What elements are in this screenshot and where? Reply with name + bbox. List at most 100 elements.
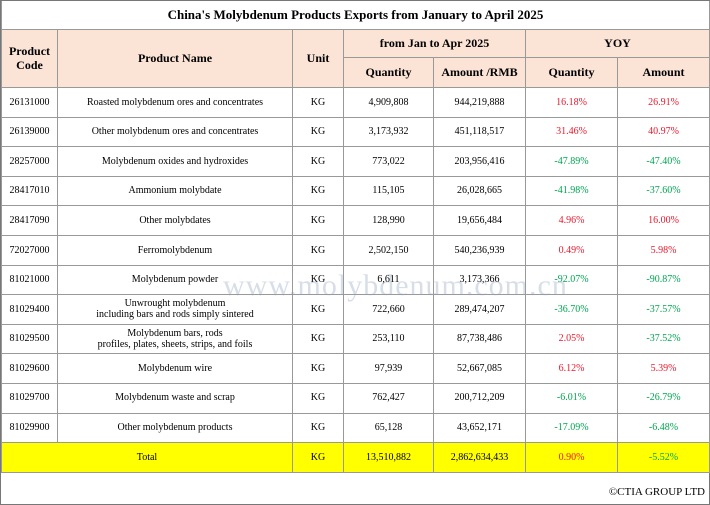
cell: 16.18% xyxy=(525,87,618,118)
cell: Other molybdenum products xyxy=(57,412,293,444)
cell: KG xyxy=(292,205,344,236)
cell: KG xyxy=(292,264,344,296)
cell: 944,219,888 xyxy=(433,87,526,118)
cell: 97,939 xyxy=(343,353,434,384)
cell: Molybdenum wire xyxy=(57,353,293,384)
cell: 451,118,517 xyxy=(433,116,526,148)
cell: 31.46% xyxy=(525,116,618,148)
data-row: 28417010 Ammonium molybdate KG 115,105 26,02… xyxy=(1,175,710,207)
cell: 72027000 xyxy=(1,234,58,266)
cell: 2.05% xyxy=(525,323,618,355)
cell: -36.70% xyxy=(525,294,618,325)
cell: KG xyxy=(292,412,344,444)
cell: 28417010 xyxy=(1,175,58,207)
cell: 6,611 xyxy=(343,264,434,296)
total-row: Total KG 13,510,882 2,862,634,433 0.90% -5.52… xyxy=(1,442,710,474)
cell: Molybdenum waste and scrap xyxy=(57,382,293,414)
cell: -92.07% xyxy=(525,264,618,296)
cell: Molybdenum powder xyxy=(57,264,293,296)
cell: 200,712,209 xyxy=(433,382,526,414)
total-cell: KG xyxy=(292,442,344,474)
exports-table: China's Molybdenum Products Exports from… xyxy=(1,1,710,474)
cell: 40.97% xyxy=(617,116,710,148)
table-body: China's Molybdenum Products Exports from… xyxy=(1,1,710,474)
cell: KG xyxy=(292,87,344,118)
header-cell: Product Name xyxy=(57,29,293,88)
cell: 5.39% xyxy=(617,353,710,384)
total-cell: 13,510,882 xyxy=(343,442,434,474)
cell: -6.01% xyxy=(525,382,618,414)
cell: 722,660 xyxy=(343,294,434,325)
cell: 0.49% xyxy=(525,234,618,266)
cell: 3,173,366 xyxy=(433,264,526,296)
data-row: 28257000 Molybdenum oxides and hydroxides… xyxy=(1,146,710,177)
cell: KG xyxy=(292,175,344,207)
cell: KG xyxy=(292,382,344,414)
cell: Roasted molybdenum ores and concentrates xyxy=(57,87,293,118)
cell: Ammonium molybdate xyxy=(57,175,293,207)
data-row: 28417090 Other molybdates KG 128,990 19,656,… xyxy=(1,205,710,236)
cell: 128,990 xyxy=(343,205,434,236)
data-row: 26139000 Other molybdenum ores and concen… xyxy=(1,116,710,148)
cell: -6.48% xyxy=(617,412,710,444)
cell: -41.98% xyxy=(525,175,618,207)
cell: 81029400 xyxy=(1,294,58,325)
header-cell: Product Code xyxy=(1,29,58,88)
cell: KG xyxy=(292,323,344,355)
cell: 2,502,150 xyxy=(343,234,434,266)
header-cell: Unit xyxy=(292,29,344,88)
cell: 28417090 xyxy=(1,205,58,236)
cell: 16.00% xyxy=(617,205,710,236)
cell: -47.89% xyxy=(525,146,618,177)
footer: ©CTIA GROUP LTD xyxy=(608,486,705,498)
cell: -37.60% xyxy=(617,175,710,207)
total-cell: 2,862,634,433 xyxy=(433,442,526,474)
cell: Ferromolybdenum xyxy=(57,234,293,266)
data-row: 26131000 Roasted molybdenum ores and conc… xyxy=(1,87,710,118)
total-cell: -5.52% xyxy=(617,442,710,474)
cell: 87,738,486 xyxy=(433,323,526,355)
cell: 81021000 xyxy=(1,264,58,296)
cell: -26.79% xyxy=(617,382,710,414)
cell: Molybdenum oxides and hydroxides xyxy=(57,146,293,177)
cell: 773,022 xyxy=(343,146,434,177)
cell: -37.52% xyxy=(617,323,710,355)
title-row: China's Molybdenum Products Exports from… xyxy=(1,1,710,30)
cell: 52,667,085 xyxy=(433,353,526,384)
total-cell: 0.90% xyxy=(525,442,618,474)
cell: 26,028,665 xyxy=(433,175,526,207)
header-cell: Quantity xyxy=(525,57,618,88)
cell: -47.40% xyxy=(617,146,710,177)
cell: 81029500 xyxy=(1,323,58,355)
header-cell: Quantity xyxy=(343,57,434,88)
cell: KG xyxy=(292,146,344,177)
cell: KG xyxy=(292,294,344,325)
cell: 762,427 xyxy=(343,382,434,414)
cell: 4.96% xyxy=(525,205,618,236)
data-row: 81021000 Molybdenum powder KG 6,611 3,173,36… xyxy=(1,264,710,296)
cell: Unwrought molybdenum including bars and … xyxy=(57,294,293,325)
cell: 19,656,484 xyxy=(433,205,526,236)
cell: -37.57% xyxy=(617,294,710,325)
header-cell: from Jan to Apr 2025 xyxy=(343,29,526,58)
cell: -90.87% xyxy=(617,264,710,296)
title: China's Molybdenum Products Exports from… xyxy=(1,1,710,30)
data-row: 81029700 Molybdenum waste and scrap KG 762,… xyxy=(1,382,710,414)
cell: 540,236,939 xyxy=(433,234,526,266)
cell: 289,474,207 xyxy=(433,294,526,325)
data-row: 72027000 Ferromolybdenum KG 2,502,150 540,23… xyxy=(1,234,710,266)
cell: 4,909,808 xyxy=(343,87,434,118)
cell: KG xyxy=(292,234,344,266)
cell: 81029600 xyxy=(1,353,58,384)
header-cell: Amount /RMB xyxy=(433,57,526,88)
data-row: 81029400 Unwrought molybdenum including b… xyxy=(1,294,710,325)
header-row: Quantity Amount /RMB Quantity Amount xyxy=(2,57,710,88)
cell: 253,110 xyxy=(343,323,434,355)
cell: Other molybdenum ores and concentrates xyxy=(57,116,293,148)
data-row: 81029500 Molybdenum bars, rods profiles, … xyxy=(1,323,710,355)
cell: 28257000 xyxy=(1,146,58,177)
data-row: 81029600 Molybdenum wire KG 97,939 52,667,08… xyxy=(1,353,710,384)
cell: 203,956,416 xyxy=(433,146,526,177)
header-row: Product Code Product Name Unit from Jan … xyxy=(1,29,710,88)
